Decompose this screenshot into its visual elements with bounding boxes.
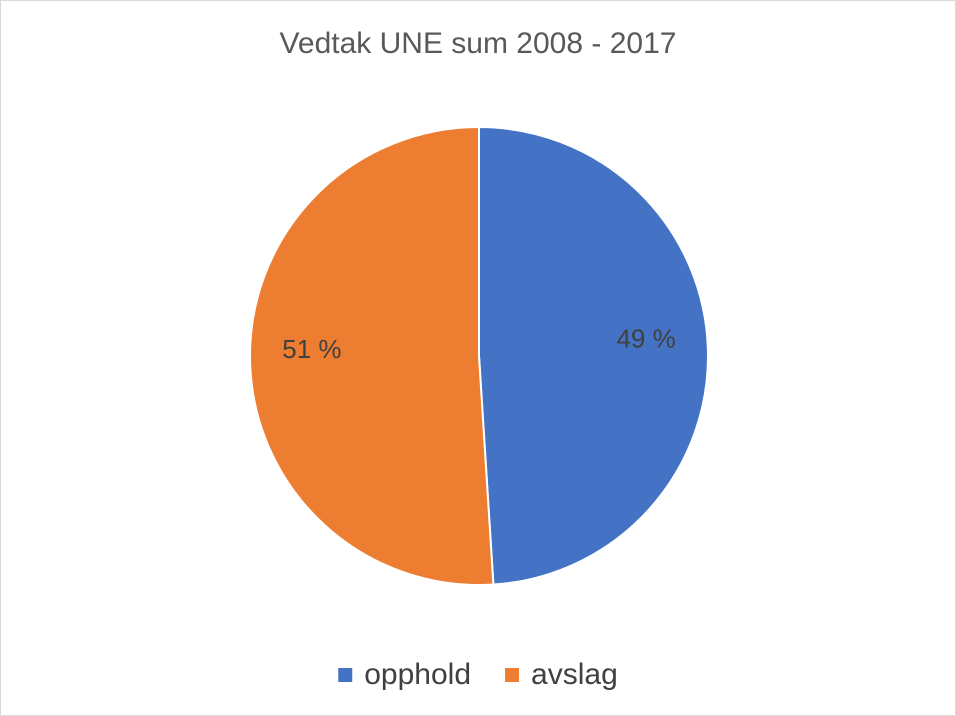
legend-swatch [338, 668, 353, 682]
legend-label: avslag [531, 658, 618, 691]
pie-slice [478, 125, 709, 586]
pie-slice [249, 125, 495, 586]
data-label: 51 % [282, 334, 341, 364]
legend-swatch [505, 668, 520, 682]
legend-label: opphold [364, 658, 471, 691]
data-label: 49 % [616, 324, 675, 354]
chart-title: Vedtak UNE sum 2008 - 2017 [280, 27, 677, 60]
